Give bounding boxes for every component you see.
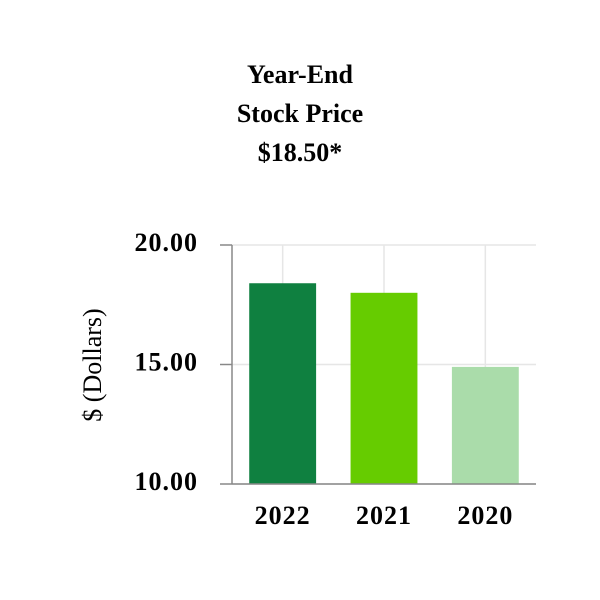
chart-title: Stock Price [237, 99, 363, 128]
y-axis-label: $ (Dollars) [78, 308, 107, 421]
y-tick-label: 15.00 [135, 347, 199, 376]
x-tick-label: 2021 [356, 501, 412, 530]
x-tick-label: 2020 [457, 501, 513, 530]
y-tick-label: 10.00 [135, 467, 199, 496]
x-tick-label: 2022 [255, 501, 311, 530]
bar [249, 283, 317, 484]
chart-subtitle: $18.50* [258, 138, 343, 167]
bar [350, 292, 418, 484]
y-tick-label: 20.00 [135, 228, 199, 257]
bar [451, 366, 519, 484]
chart-title: Year-End [247, 60, 353, 89]
